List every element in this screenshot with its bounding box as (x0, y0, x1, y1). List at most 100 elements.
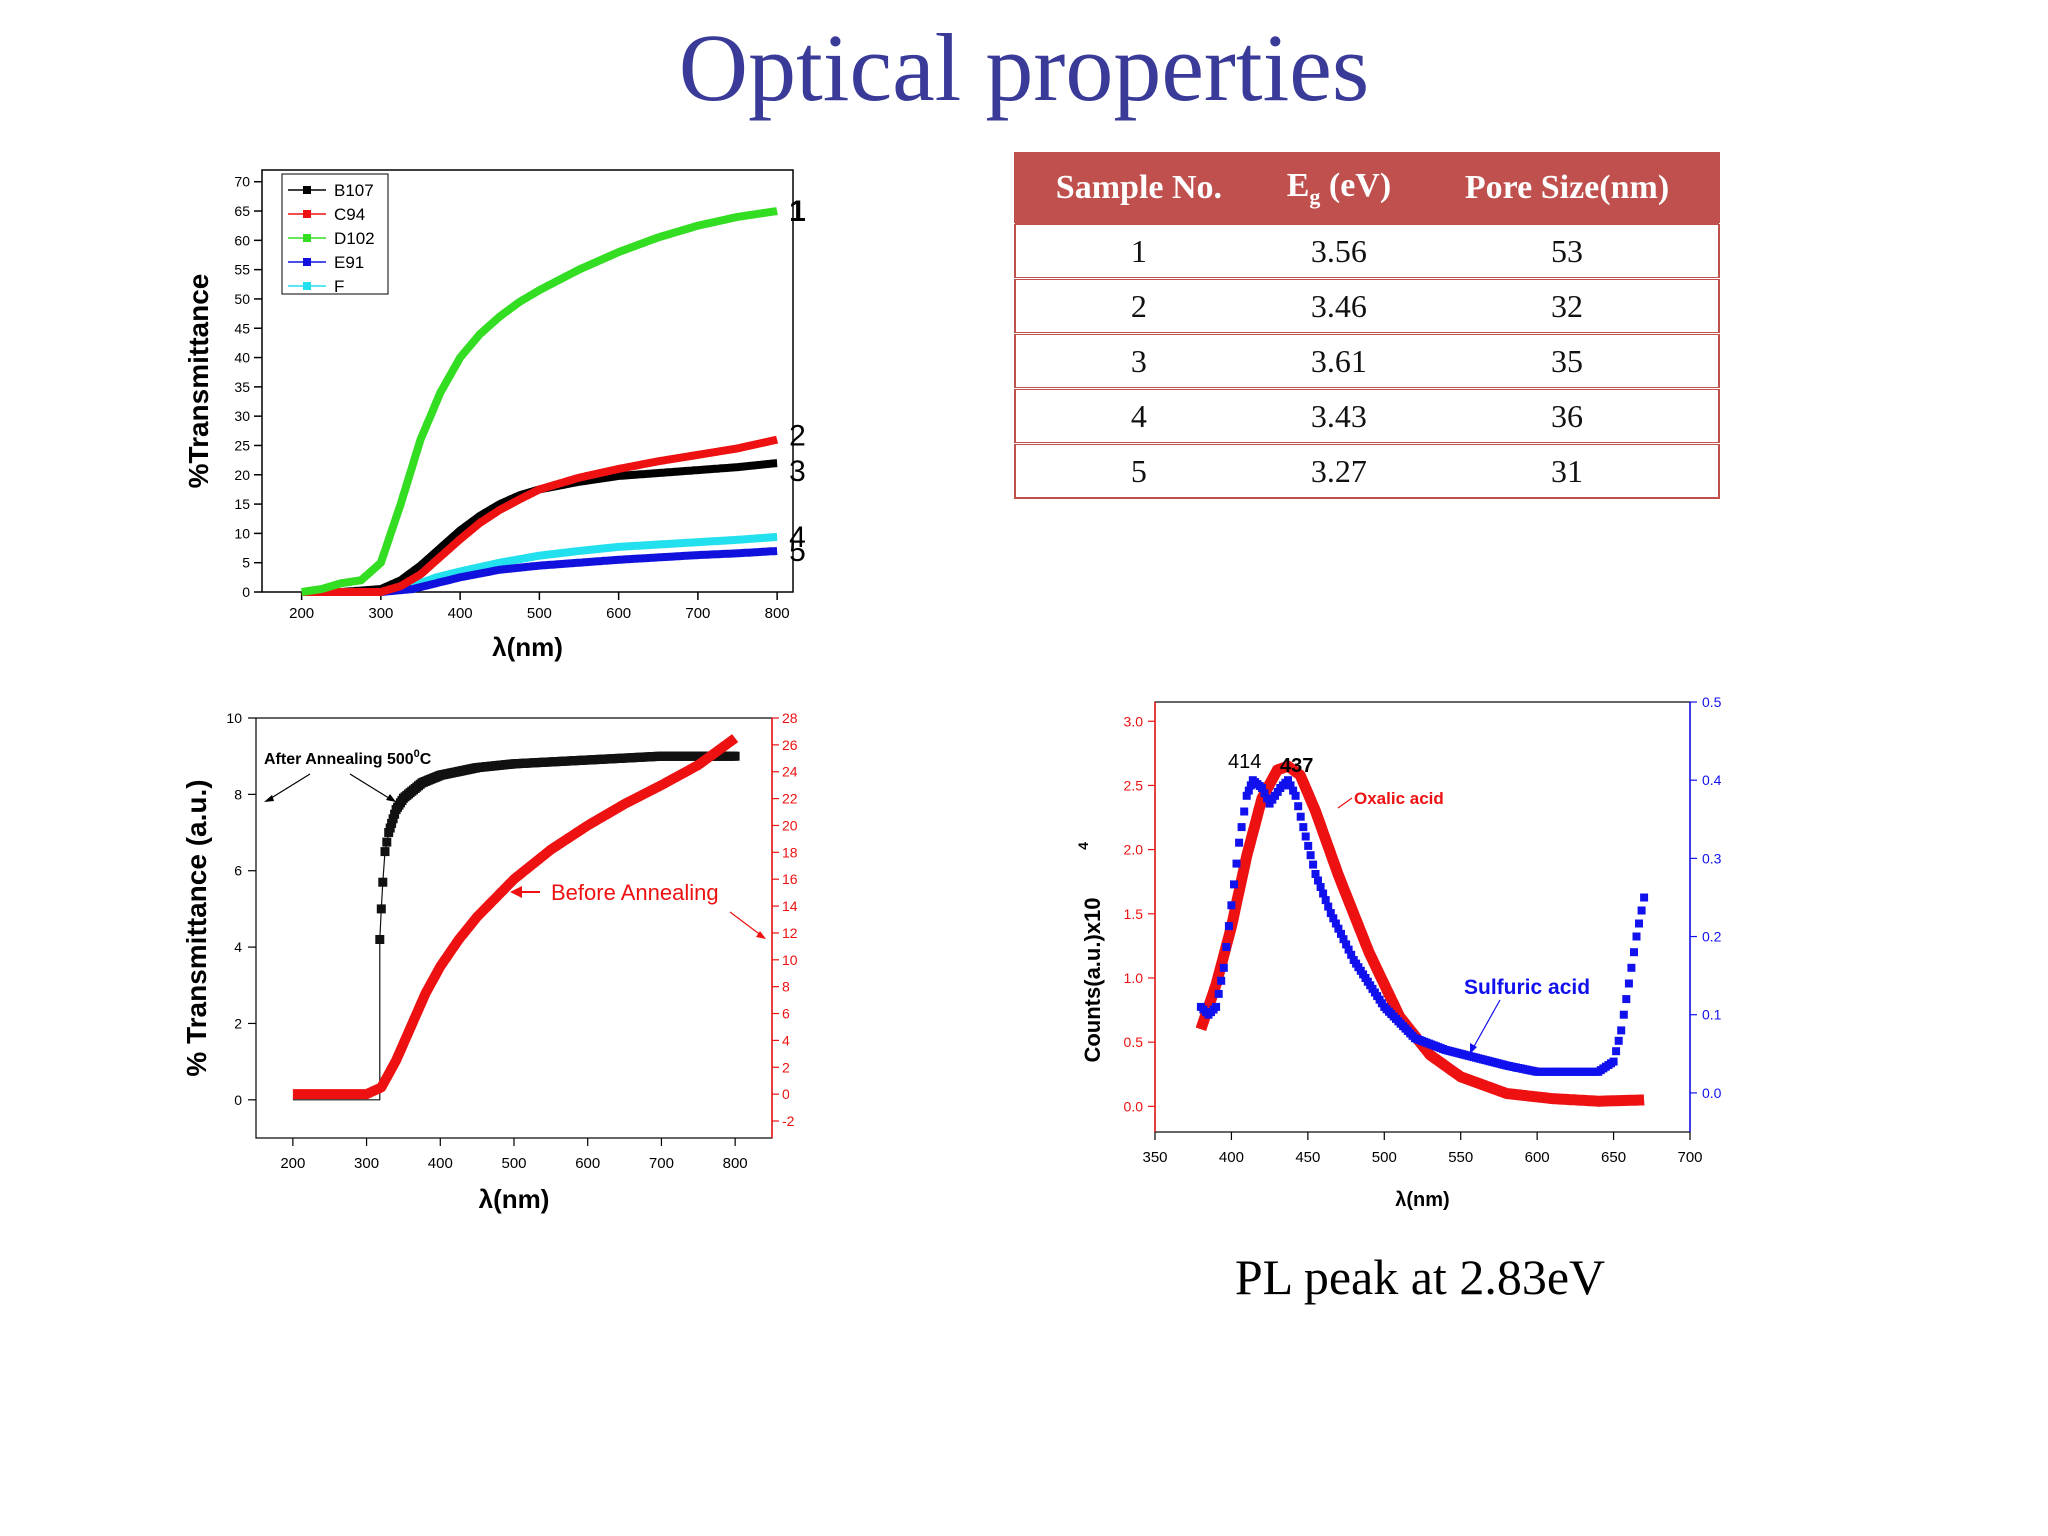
y2-tick-label: 0.0 (1702, 1085, 1722, 1101)
x-axis-label: λ(nm) (479, 1184, 550, 1214)
y2-tick-label: 14 (782, 898, 798, 914)
y2-tick-label: 0.4 (1702, 772, 1722, 788)
y-tick-label: 2.0 (1124, 842, 1144, 858)
peak-label: 414 (1228, 751, 1261, 773)
annotation-arrow (729, 911, 763, 937)
data-point (1246, 781, 1255, 790)
sulfuric-acid-markers (1196, 776, 1649, 1076)
y-tick-label: 25 (234, 437, 250, 453)
legend-box (281, 173, 389, 295)
y-axis-label: % Transmittance (a.u.) (181, 779, 212, 1076)
data-point (1301, 832, 1310, 841)
cell-pore: 35 (1416, 332, 1719, 390)
legend-label: B107 (334, 181, 374, 200)
y-tick-label: 35 (234, 379, 250, 395)
y-tick-label: 1.5 (1124, 906, 1144, 922)
cell-eg: 3.27 (1261, 442, 1417, 499)
annotation-arrowhead (264, 795, 274, 802)
y-tick-label: 20 (234, 467, 250, 483)
pl-caption: PL peak at 2.83eV (1234, 1249, 1606, 1305)
data-point (1299, 823, 1308, 832)
data-point (378, 877, 388, 887)
y2-tick-label: 0 (782, 1086, 790, 1102)
data-point (1630, 948, 1638, 957)
annotation-arrow (267, 773, 311, 801)
x-tick-label: 700 (685, 605, 710, 622)
data-point (1258, 784, 1266, 792)
header-eg-unit: (eV) (1320, 166, 1392, 204)
y2-tick-label: 0.1 (1702, 1007, 1722, 1023)
plot-frame (261, 169, 794, 593)
x-tick-label: 700 (649, 1155, 674, 1172)
data-point (1321, 896, 1330, 905)
legend-marker (303, 234, 311, 242)
data-point (1635, 919, 1643, 928)
y-tick-label: 45 (234, 320, 250, 336)
y-tick-label: 2 (234, 1015, 242, 1031)
y-tick-label: 4 (234, 939, 242, 955)
y2-tick-label: 12 (782, 925, 798, 941)
y-tick-label: 0 (242, 584, 250, 600)
data-point (1212, 1002, 1221, 1011)
data-point (1609, 1057, 1618, 1066)
legend-marker (303, 186, 311, 194)
data-point (1614, 1036, 1623, 1045)
y2-tick-label: 0.2 (1702, 929, 1722, 945)
data-point (1219, 963, 1228, 972)
oxalic-acid-line (1195, 760, 1649, 1107)
y2-tick-label: 8 (782, 979, 790, 995)
legend-marker (303, 282, 311, 290)
series-line-C94 (299, 435, 780, 596)
cell-sample: 2 (1015, 277, 1262, 335)
cell-eg: 3.43 (1261, 387, 1417, 445)
data-point (1296, 812, 1305, 821)
data-point (1337, 929, 1345, 938)
annotation-arrow (1471, 999, 1501, 1051)
x-tick-label: 650 (1601, 1149, 1626, 1166)
y-tick-label: 10 (234, 525, 250, 541)
x-tick-label: 400 (1219, 1149, 1244, 1166)
series-end-label: 5 (789, 535, 806, 568)
data-point (1329, 914, 1338, 923)
header-eg-main: E (1286, 166, 1310, 204)
annotation-arrowhead (510, 886, 522, 898)
annotation-arrowhead (386, 794, 396, 802)
legend-marker (303, 210, 311, 218)
cell-eg: 3.61 (1261, 332, 1417, 390)
data-point (1612, 1047, 1621, 1056)
x-tick-label: 500 (501, 1155, 526, 1172)
series-end-label: 2 (789, 420, 806, 453)
header-pore: Pore Size(nm) (1416, 153, 1719, 224)
y-tick-label: 0.5 (1124, 1034, 1144, 1050)
data-point (1284, 776, 1292, 785)
cell-pore: 53 (1416, 222, 1719, 280)
x-tick-label: 800 (765, 605, 790, 622)
cell-eg: 3.56 (1261, 222, 1417, 280)
header-eg-sub: g (1309, 183, 1321, 209)
series-line-D102 (299, 207, 780, 596)
series-annotation-sulfuric: Sulfuric acid (1464, 976, 1590, 999)
x-tick-label: 400 (448, 605, 473, 622)
table-row: 2 3.46 32 (1015, 277, 1719, 335)
peak-label: 437 (1280, 755, 1313, 777)
data-point (1230, 880, 1238, 889)
data-point (1214, 989, 1223, 998)
annotation-arrow (349, 773, 393, 801)
data-point (387, 818, 397, 828)
data-point (388, 814, 398, 824)
y2-tick-label: 10 (782, 952, 798, 968)
x-tick-label: 600 (575, 1155, 600, 1172)
y2-tick-label: 4 (782, 1032, 790, 1048)
y-axis-exponent: 4 (1075, 842, 1091, 850)
y-tick-label: 1.0 (1124, 970, 1144, 986)
x-tick-label: 550 (1448, 1149, 1473, 1166)
legend-marker (303, 258, 311, 266)
data-point (382, 837, 392, 847)
y-tick-label: 8 (234, 786, 242, 802)
x-tick-label: 500 (527, 605, 552, 622)
series-end-label: 1 (789, 195, 806, 228)
x-tick-label: 200 (280, 1155, 305, 1172)
y-tick-label: 0.0 (1124, 1098, 1144, 1114)
